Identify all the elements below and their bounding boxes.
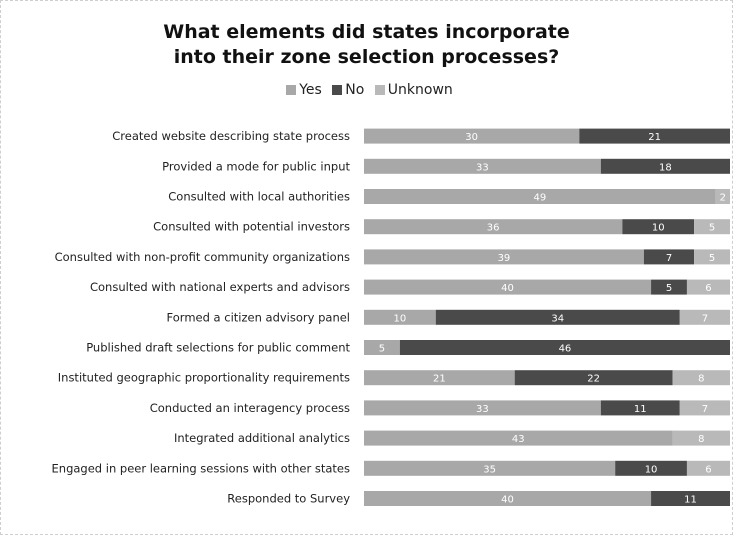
bar-segment-yes (364, 400, 601, 416)
data-label-no: 18 (659, 162, 672, 173)
data-label-yes: 10 (394, 313, 407, 324)
category-label: Consulted with local authorities (168, 190, 350, 204)
chart-title-line1: What elements did states incorporate (163, 21, 570, 43)
category-label: Consulted with non-profit community orga… (55, 250, 350, 264)
data-label-unknown: 5 (709, 253, 715, 264)
bar-segment-no (579, 128, 730, 144)
data-label-no: 10 (652, 223, 665, 234)
bar-segment-unknown (694, 249, 730, 265)
category-label: Formed a citizen advisory panel (167, 310, 350, 324)
bar-segment-yes (364, 189, 716, 204)
data-label-unknown: 8 (698, 374, 704, 385)
bar-segment-yes (364, 249, 644, 265)
bar-segment-unknown (672, 430, 730, 446)
bar-segment-yes (364, 430, 673, 446)
data-label-unknown: 6 (705, 283, 711, 294)
data-label-no: 7 (666, 253, 672, 264)
data-label-yes: 40 (501, 495, 514, 506)
bar-segment-unknown (686, 460, 730, 476)
data-label-no: 22 (587, 374, 600, 385)
bar-segment-no (435, 309, 680, 325)
bar-segment-no (600, 400, 680, 416)
data-label-no: 10 (645, 464, 658, 475)
bar-segment-unknown (679, 400, 730, 416)
bar-segment-no (399, 340, 730, 355)
bar-segment-no (651, 491, 730, 506)
data-label-no: 21 (648, 132, 661, 143)
chart-title: What elements did states incorporate int… (0, 20, 733, 70)
legend-label-yes: Yes (299, 82, 322, 98)
data-label-yes: 30 (465, 132, 478, 143)
data-label-unknown: 8 (698, 434, 704, 445)
bar-segment-unknown (715, 189, 730, 204)
bar-segment-unknown (672, 370, 730, 386)
category-label: Published draft selections for public co… (86, 341, 350, 355)
legend-swatch-unknown (374, 85, 385, 95)
bar-segment-yes (364, 309, 436, 325)
bar-segment-no (600, 158, 730, 174)
bar-segment-yes (364, 491, 652, 506)
data-label-unknown: 7 (702, 404, 708, 415)
category-label: Engaged in peer learning sessions with o… (52, 461, 350, 475)
data-label-no: 5 (666, 283, 672, 294)
category-label: Consulted with national experts and advi… (90, 280, 350, 294)
data-label-no: 11 (634, 404, 647, 415)
bar-segment-yes (364, 340, 400, 355)
bar-segment-unknown (694, 219, 730, 235)
data-label-unknown: 5 (709, 223, 715, 234)
category-label: Created website describing state process (112, 129, 350, 143)
data-label-no: 46 (559, 344, 572, 355)
chart-legend: Yes No Unknown (0, 82, 733, 98)
data-label-yes: 39 (498, 253, 511, 264)
data-label-no: 11 (684, 495, 697, 506)
data-label-yes: 49 (533, 193, 546, 204)
category-label: Conducted an interagency process (150, 401, 350, 415)
bar-segment-yes (364, 158, 601, 174)
bar-segment-yes (364, 219, 623, 235)
legend-label-no: No (345, 82, 365, 98)
bar-segment-yes (364, 128, 580, 144)
legend-swatch-yes (286, 85, 297, 95)
bar-segment-unknown (679, 309, 730, 325)
bar-segment-no (514, 370, 673, 386)
data-label-no: 34 (551, 313, 564, 324)
data-label-yes: 33 (476, 162, 489, 173)
data-label-yes: 21 (433, 374, 446, 385)
category-label: Consulted with potential investors (153, 220, 350, 234)
bar-segment-unknown (686, 279, 730, 295)
category-label: Responded to Survey (227, 492, 350, 506)
bar-segment-yes (364, 460, 616, 476)
data-label-yes: 33 (476, 404, 489, 415)
data-label-unknown: 2 (720, 193, 726, 204)
bar-segment-yes (364, 370, 515, 386)
bar-segment-no (643, 249, 695, 265)
legend-label-unknown: Unknown (387, 82, 453, 98)
bar-segment-no (651, 279, 687, 295)
data-label-yes: 5 (379, 344, 385, 355)
bar-segment-no (622, 219, 695, 235)
data-label-yes: 35 (483, 464, 496, 475)
category-label: Integrated additional analytics (174, 431, 350, 445)
bar-segment-yes (364, 279, 652, 295)
category-label: Instituted geographic proportionality re… (58, 371, 350, 385)
data-label-unknown: 7 (702, 313, 708, 324)
data-label-yes: 36 (487, 223, 500, 234)
category-label: Provided a mode for public input (162, 159, 350, 173)
bar-segment-no (615, 460, 687, 476)
data-label-unknown: 6 (705, 464, 711, 475)
chart-title-line2: into their zone selection processes? (173, 46, 560, 68)
data-label-yes: 43 (512, 434, 525, 445)
data-label-yes: 40 (501, 283, 514, 294)
legend-swatch-no (332, 85, 343, 95)
